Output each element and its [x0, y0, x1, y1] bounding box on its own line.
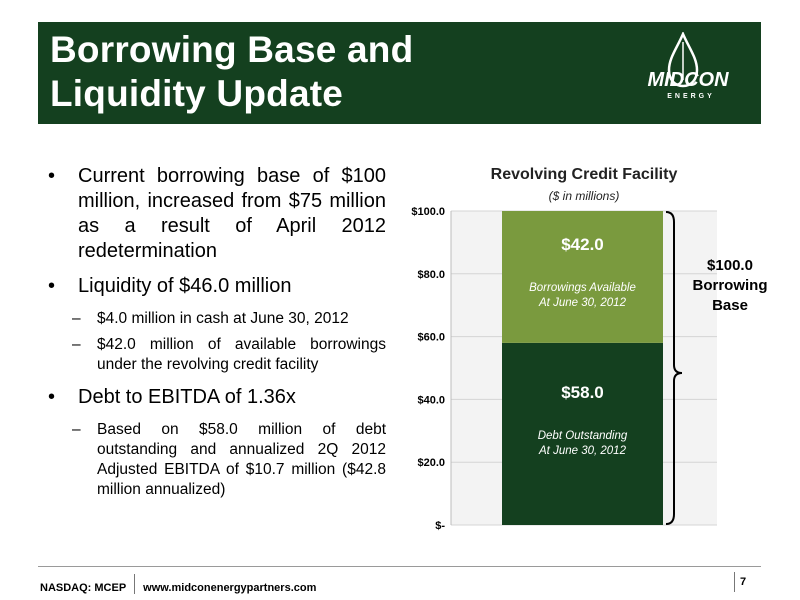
- y-tick-label: $100.0: [411, 206, 445, 218]
- sub-bullet-ebitda-basis: – Based on $58.0 million of debt outstan…: [72, 421, 386, 498]
- annotation-line1: $100.0: [707, 257, 753, 274]
- bullet-debt-to-ebitda: • Debt to EBITDA of 1.36x: [48, 386, 296, 408]
- footer-divider: [38, 566, 761, 567]
- annotation-line3: Base: [712, 297, 748, 314]
- footer-separator: [134, 574, 136, 594]
- slide-title: Borrowing Base and Liquidity Update: [50, 29, 414, 114]
- bar-borrowings-available: [502, 211, 663, 343]
- y-tick-label: $80.0: [417, 269, 445, 281]
- logo-text-main: MIDCON: [647, 69, 729, 91]
- footer-page-separator: [734, 572, 735, 592]
- bar-desc-line2: At June 30, 2012: [538, 297, 627, 309]
- bullet-liquidity: • Liquidity of $46.0 million: [48, 275, 292, 297]
- y-tick-label: $-: [435, 520, 445, 532]
- bar-desc-line2: At June 30, 2012: [538, 445, 627, 457]
- footer-website: www.midconenergypartners.com: [143, 581, 317, 594]
- logo-drop-icon: [667, 32, 699, 88]
- chart-title: Revolving Credit Facility: [490, 166, 678, 183]
- bracket-icon: [665, 211, 683, 525]
- footer-ticker: NASDAQ: MCEP: [40, 581, 127, 594]
- logo-text-sub: ENERGY: [667, 93, 715, 100]
- sub-bullet-cash: – $4.0 million in cash at June 30, 2012: [72, 310, 349, 327]
- bar-value-label: $42.0: [561, 235, 604, 254]
- bar-debt-outstanding: [502, 342, 663, 525]
- chart-subtitle: ($ in millions): [548, 189, 620, 203]
- bullet-list: • Current borrowing base of $100 million…: [46, 164, 386, 506]
- y-tick-label: $20.0: [417, 457, 445, 469]
- sub-bullet-available-borrowings: – $42.0 million of available borrowings …: [72, 336, 386, 373]
- midcon-logo: MIDCON ENERGY: [647, 32, 729, 100]
- annotation-line2: Borrowing: [693, 277, 768, 294]
- title-banner: Borrowing Base and Liquidity Update MIDC…: [38, 22, 761, 124]
- bar-desc-line1: Borrowings Available: [529, 282, 636, 294]
- y-tick-label: $40.0: [417, 394, 445, 406]
- y-tick-label: $60.0: [417, 332, 445, 344]
- page-number: 7: [740, 576, 747, 588]
- footer-info: NASDAQ: MCEP www.midconenergypartners.com: [40, 574, 317, 598]
- bar-desc-line1: Debt Outstanding: [538, 430, 628, 442]
- bullet-borrowing-base: • Current borrowing base of $100 million…: [48, 165, 386, 262]
- bar-value-label: $58.0: [561, 383, 604, 402]
